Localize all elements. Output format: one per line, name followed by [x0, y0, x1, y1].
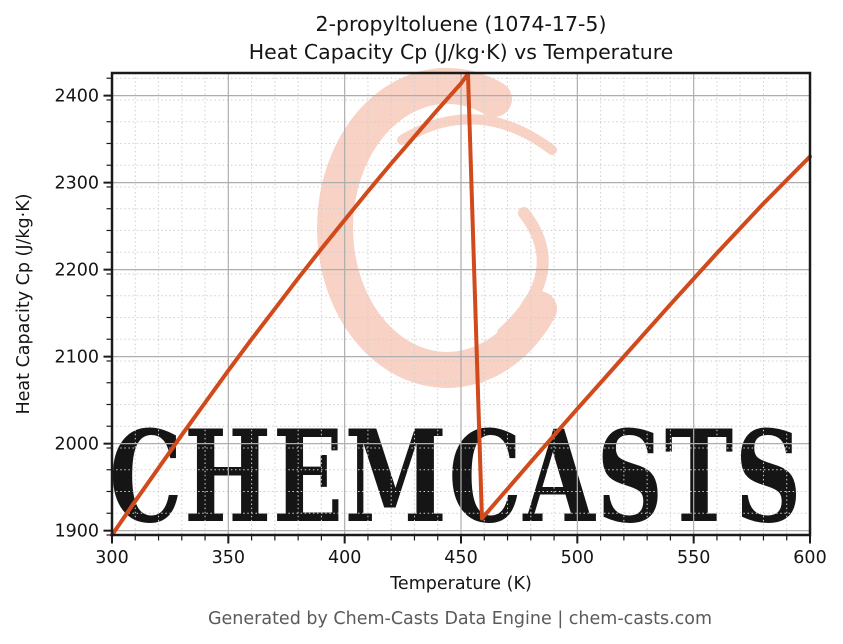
x-tick-label: 500 — [561, 548, 594, 568]
y-tick-labels: 1900 2000 2100 2200 2300 2400 — [54, 87, 99, 542]
y-tick-label: 2200 — [54, 261, 99, 281]
y-axis-label: Heat Capacity Cp (J/kg·K) — [14, 194, 34, 415]
x-tick-label: 350 — [212, 548, 245, 568]
y-tick-label: 2000 — [54, 435, 99, 455]
x-tick-label: 300 — [95, 548, 128, 568]
x-axis-label: Temperature (K) — [389, 574, 532, 594]
brush-ring-logo-icon — [317, 67, 557, 388]
y-tick-label: 2400 — [54, 87, 99, 107]
y-tick-label: 2300 — [54, 174, 99, 194]
tick-marks — [103, 77, 811, 544]
x-tick-label: 400 — [328, 548, 361, 568]
plot-border — [110, 71, 812, 537]
footer-credit: Generated by Chem-Casts Data Engine | ch… — [208, 609, 712, 629]
brush-swoosh-right-icon — [497, 207, 549, 339]
x-tick-label: 600 — [793, 548, 826, 568]
y-tick-label: 1900 — [54, 522, 99, 542]
chart-title-line2: Heat Capacity Cp (J/kg·K) vs Temperature — [249, 40, 674, 64]
cp-curve — [110, 71, 812, 537]
y-tick-label: 2100 — [54, 348, 99, 368]
x-tick-label: 450 — [444, 548, 477, 568]
chart-title-line1: 2-propyltoluene (1074-17-5) — [316, 12, 607, 36]
watermark-text: CHEMCASTS — [109, 403, 803, 551]
watermark: CHEMCASTS — [109, 67, 803, 551]
x-tick-labels: 300 350 400 450 500 550 600 — [95, 548, 826, 568]
x-tick-label: 550 — [677, 548, 710, 568]
